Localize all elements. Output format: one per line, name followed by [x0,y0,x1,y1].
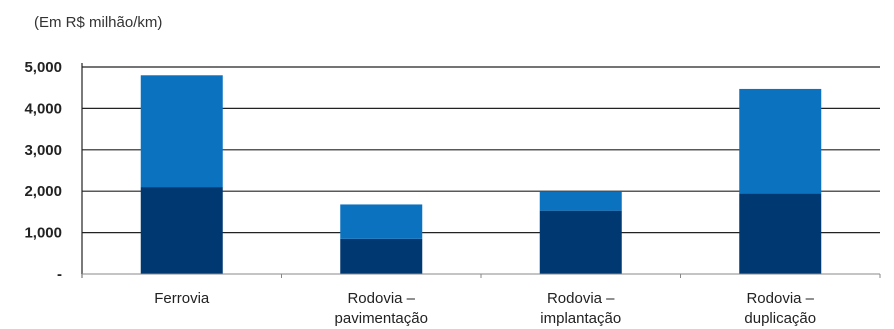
x-tick-label: Ferrovia [154,290,210,307]
x-tick-labels: Ferrovia Rodovia – pavimentação Rodovia – im… [154,290,816,327]
x-tick-label: Rodovia – pavimentação [335,290,428,327]
y-tick-label: - [57,266,62,283]
bar-segment [540,191,622,210]
y-tick-label: 2,000 [24,183,62,200]
bar-segment [141,187,223,274]
unit-label: (Em R$ milhão/km) [34,14,162,31]
y-tick-label: 3,000 [24,142,62,159]
x-tick-label: Rodovia – implantação [540,290,621,327]
bar-segment [739,89,821,193]
y-tick-label: 4,000 [24,100,62,117]
bar-segment [340,239,422,274]
bar-segment [340,204,422,238]
y-tick-labels: - 1,000 2,000 3,000 4,000 5,000 [24,59,62,283]
bar-segment [739,193,821,274]
x-tick-label: Rodovia – duplicação [744,290,816,327]
y-tick-label: 1,000 [24,225,62,242]
bar-segment [540,211,622,274]
bars [141,75,822,274]
bar-segment [141,75,223,187]
y-tick-label: 5,000 [24,59,62,76]
